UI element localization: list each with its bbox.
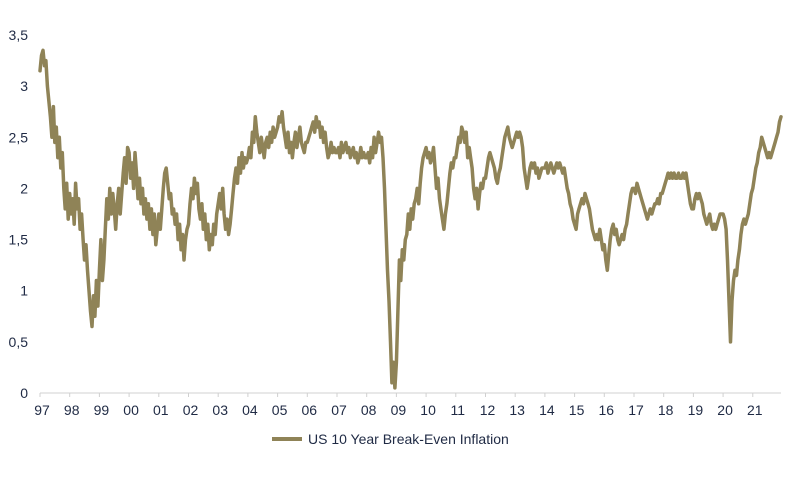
x-tick-label: 18: [658, 402, 674, 418]
x-tick-label: 05: [272, 402, 288, 418]
y-tick-label: 0,5: [9, 334, 29, 350]
y-axis-labels: 0 0,5 1 1,5 2 2,5 3 3,5: [9, 27, 29, 401]
y-tick-label: 1: [20, 283, 28, 299]
x-tick-label: 02: [183, 402, 199, 418]
x-axis-ticks: [39, 393, 754, 397]
x-tick-label: 98: [64, 402, 80, 418]
x-tick-label: 00: [123, 402, 139, 418]
x-tick-label: 07: [331, 402, 347, 418]
series-line-us-10-year-break-even-inflation: [38, 48, 783, 390]
x-tick-label: 97: [34, 402, 50, 418]
y-tick-label: 2: [20, 180, 28, 196]
x-tick-label: 14: [539, 402, 555, 418]
y-tick-label: 2,5: [9, 129, 29, 145]
y-tick-label: 1,5: [9, 232, 29, 248]
x-tick-label: 19: [688, 402, 704, 418]
x-tick-label: 21: [747, 402, 763, 418]
series-layer: [38, 48, 783, 390]
x-tick-label: 20: [717, 402, 733, 418]
legend: US 10 Year Break-Even Inflation: [272, 431, 509, 447]
x-tick-label: 17: [628, 402, 644, 418]
x-tick-label: 10: [420, 402, 436, 418]
x-tick-label: 99: [94, 402, 110, 418]
x-tick-label: 08: [361, 402, 377, 418]
y-tick-label: 3: [20, 78, 28, 94]
y-tick-label: 3,5: [9, 27, 29, 43]
x-tick-label: 12: [480, 402, 496, 418]
x-tick-label: 04: [242, 402, 258, 418]
y-tick-label: 0: [20, 385, 28, 401]
x-tick-label: 11: [451, 402, 466, 418]
x-tick-label: 06: [302, 402, 318, 418]
x-tick-label: 16: [598, 402, 614, 418]
x-tick-label: 13: [509, 402, 525, 418]
legend-label-us-10-year-break-even-inflation: US 10 Year Break-Even Inflation: [308, 431, 509, 447]
x-axis-labels: 97 98 99 00 01 02 03 04 05 06 07 08 09 10 11 12 13 14 15 16…: [34, 402, 763, 418]
x-tick-label: 03: [212, 402, 228, 418]
x-tick-label: 09: [391, 402, 407, 418]
x-tick-label: 15: [569, 402, 585, 418]
x-tick-label: 01: [153, 402, 169, 418]
